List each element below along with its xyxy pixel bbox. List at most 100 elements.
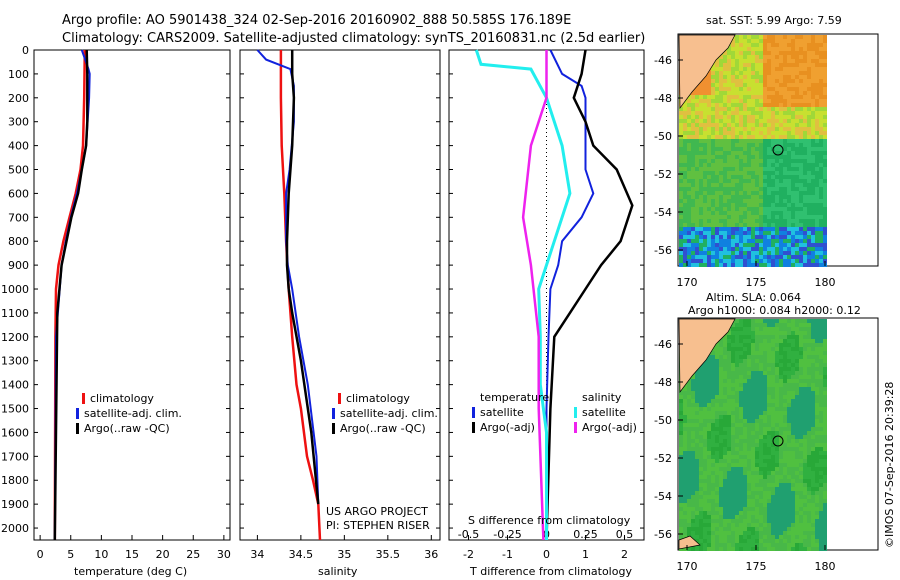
map-cell	[731, 119, 735, 123]
map-cell	[707, 415, 711, 419]
map-cell	[747, 39, 751, 43]
map-cell	[707, 215, 711, 219]
map-cell	[795, 427, 799, 431]
map-cell	[775, 395, 779, 399]
map-cell	[679, 475, 683, 479]
map-cell	[779, 183, 783, 187]
map-cell	[771, 515, 775, 519]
map-cell	[715, 375, 719, 379]
map-cell	[735, 247, 739, 251]
map-cell	[695, 451, 699, 455]
map-cell	[823, 43, 827, 47]
map-cell	[771, 75, 775, 79]
map-cell	[755, 511, 759, 515]
map-cell	[755, 455, 759, 459]
map-cell	[803, 399, 807, 403]
map-cell	[739, 539, 743, 543]
map-cell	[699, 135, 703, 139]
map-cell	[803, 227, 807, 231]
map-cell	[703, 499, 707, 503]
map-cell	[755, 415, 759, 419]
map-cell	[795, 375, 799, 379]
map-cell	[727, 359, 731, 363]
map-cell	[755, 79, 759, 83]
map-cell	[683, 527, 687, 531]
map-cell	[723, 419, 727, 423]
map-cell	[743, 179, 747, 183]
map-cell	[695, 403, 699, 407]
map-cell	[727, 247, 731, 251]
map-cell	[703, 515, 707, 519]
map-cell	[811, 443, 815, 447]
map-cell	[787, 379, 791, 383]
map-cell	[691, 239, 695, 243]
map-cell	[799, 203, 803, 207]
map-cell	[759, 371, 763, 375]
legend-label-climatology: climatology	[90, 392, 154, 405]
map-cell	[743, 319, 747, 323]
map-cell	[775, 247, 779, 251]
map-cell	[803, 363, 807, 367]
map-cell	[787, 135, 791, 139]
map-cell	[723, 79, 727, 83]
map-cell	[679, 495, 683, 499]
map-cell	[731, 211, 735, 215]
map-cell	[803, 215, 807, 219]
map-cell	[711, 191, 715, 195]
map-cell	[699, 403, 703, 407]
map-cell	[775, 59, 779, 63]
map-cell	[719, 491, 723, 495]
map-cell	[727, 343, 731, 347]
map-cell	[703, 363, 707, 367]
map-cell	[715, 203, 719, 207]
map-cell	[691, 483, 695, 487]
map-cell	[775, 455, 779, 459]
map-cell	[723, 531, 727, 535]
map-cell	[787, 103, 791, 107]
map-cell	[823, 343, 827, 347]
map-cell	[707, 211, 711, 215]
map-cell	[763, 347, 767, 351]
map-cell	[795, 227, 799, 231]
map-cell	[803, 91, 807, 95]
map-cell	[687, 155, 691, 159]
map-cell	[791, 531, 795, 535]
map-cell	[751, 479, 755, 483]
map-cell	[783, 183, 787, 187]
map-cell	[743, 379, 747, 383]
map-cell	[819, 351, 823, 355]
map-cell	[723, 75, 727, 79]
map-cell	[735, 415, 739, 419]
map-cell	[719, 183, 723, 187]
map-cell	[739, 459, 743, 463]
map-cell	[707, 519, 711, 523]
map-cell	[723, 123, 727, 127]
map-cell	[767, 511, 771, 515]
map-cell	[823, 187, 827, 191]
map-cell	[807, 71, 811, 75]
header-line-1: Argo profile: AO 5901438_324 02-Sep-2016…	[62, 13, 571, 28]
map-cell	[699, 499, 703, 503]
map-cell	[803, 35, 807, 39]
map-cell	[819, 459, 823, 463]
map-cell	[819, 411, 823, 415]
map-cell	[723, 479, 727, 483]
map-cell	[815, 95, 819, 99]
map-cell	[743, 419, 747, 423]
x-tick-label: 35.5	[376, 548, 401, 561]
map-cell	[803, 107, 807, 111]
map-cell	[787, 467, 791, 471]
map-cell	[747, 535, 751, 539]
map-cell	[787, 491, 791, 495]
map-cell	[695, 371, 699, 375]
map-cell	[695, 427, 699, 431]
map-cell	[691, 227, 695, 231]
map-cell	[711, 203, 715, 207]
map-cell	[739, 35, 743, 39]
map-cell	[695, 383, 699, 387]
map-cell	[807, 423, 811, 427]
map-cell	[759, 59, 763, 63]
map-cell	[763, 75, 767, 79]
map-cell	[787, 395, 791, 399]
map-cell	[819, 407, 823, 411]
